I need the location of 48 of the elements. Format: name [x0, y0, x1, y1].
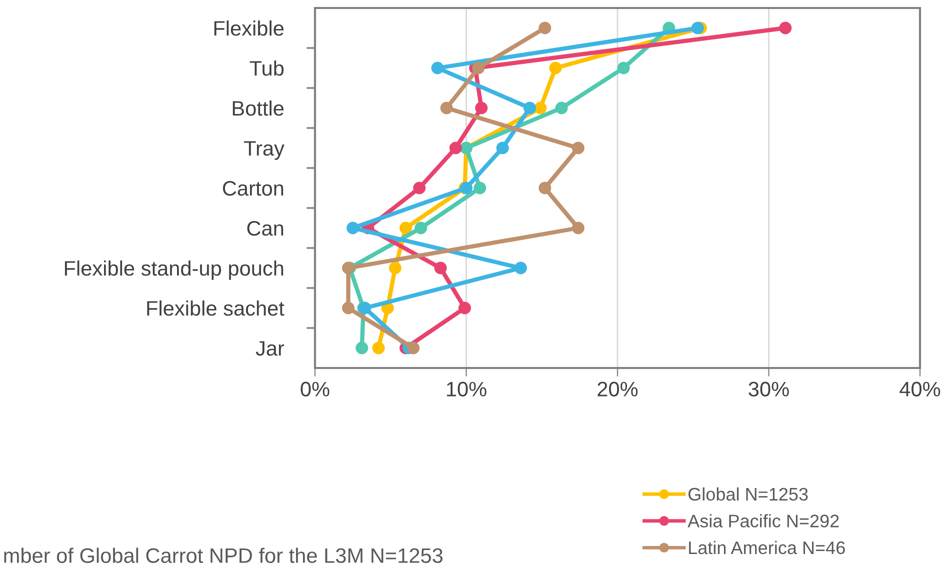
legend-label: Global N=1253 [688, 487, 808, 501]
y-tick-label: Jar [256, 341, 284, 356]
point [496, 142, 509, 154]
point [572, 222, 584, 234]
legend-label: Asia Pacific N=292 [688, 514, 839, 528]
point [538, 22, 552, 34]
point [534, 102, 547, 114]
y-tick-label: Can [247, 221, 284, 236]
point [691, 22, 704, 34]
point [617, 62, 630, 74]
x-tick-label: 30% [748, 382, 789, 396]
legend-label: Latin America N=46 [689, 540, 845, 554]
point [440, 102, 453, 114]
point [356, 342, 368, 354]
y-tick-label: Flexible stand-up pouch [64, 260, 284, 280]
point [434, 262, 447, 274]
point [414, 222, 428, 234]
point [555, 102, 568, 114]
x-tick-label: 0% [300, 382, 330, 396]
y-tick-label: Flexible [214, 20, 284, 36]
point [538, 182, 552, 194]
point [514, 262, 527, 274]
x-tick-label: 40% [900, 382, 940, 396]
point [549, 62, 562, 74]
y-tick-label: Tub [250, 60, 284, 76]
point [779, 22, 792, 34]
point [524, 102, 536, 114]
point [475, 102, 488, 114]
point [474, 182, 486, 194]
point [342, 302, 355, 314]
y-tick-label: Carton [222, 181, 284, 196]
y-tick-label: Tray [244, 141, 284, 160]
point [372, 342, 385, 354]
text: mber of Global Carrot NPD for the L3M N=1253 [4, 548, 443, 563]
point [572, 142, 584, 154]
point [346, 222, 360, 234]
point [431, 62, 444, 74]
y-tick-label: Flexible sachet [147, 300, 284, 316]
y-tick-label: Bottle [232, 100, 284, 116]
point [472, 62, 485, 74]
point [400, 222, 412, 234]
point [413, 182, 426, 194]
x-tick-label: 10% [446, 382, 486, 396]
point [388, 262, 402, 274]
point [407, 342, 420, 354]
point [449, 142, 462, 154]
x-tick-label: 20% [598, 382, 638, 396]
point [458, 302, 471, 314]
